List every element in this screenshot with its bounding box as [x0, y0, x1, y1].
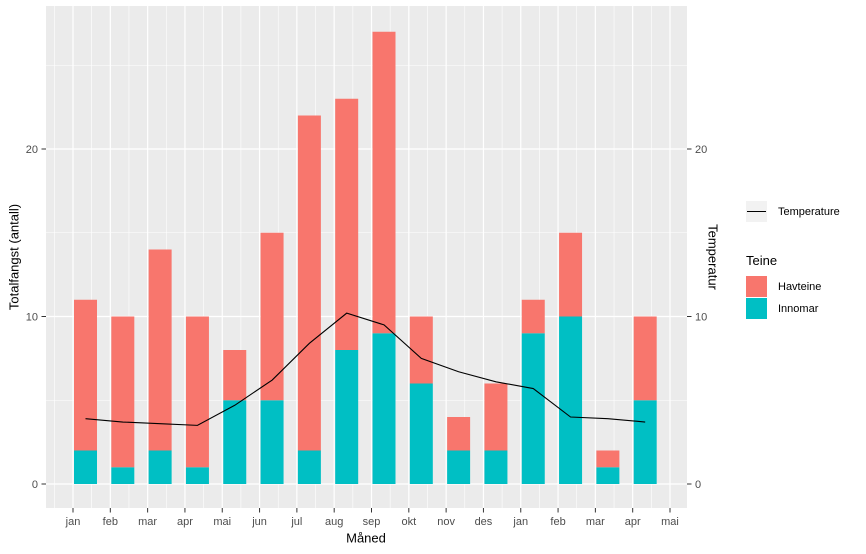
bar-innomar-feb-13 — [559, 316, 583, 484]
bar-innomar-feb-1 — [111, 467, 135, 484]
bar-havteine-aug-7 — [335, 98, 359, 350]
x-tick-label: jan — [65, 516, 81, 528]
x-tick-label: feb — [550, 516, 565, 528]
bar-havteine-mai-4 — [223, 350, 247, 401]
legend-entry-havteine: Havteine — [746, 276, 864, 297]
temperature-line — [85, 312, 646, 426]
y-tick-label-right: 20 — [695, 144, 707, 156]
havteine-swatch-icon — [746, 276, 767, 297]
bar-havteine-jan-0 — [74, 299, 97, 451]
bar-havteine-jun-5 — [260, 232, 284, 401]
bar-innomar-mar-2 — [148, 450, 172, 484]
x-tick-label: des — [475, 516, 493, 528]
bar-innomar-jan-12 — [521, 333, 545, 484]
bar-innomar-jan-0 — [74, 450, 97, 484]
y-axis-title-right: Temperatur — [705, 224, 721, 290]
x-tick-label: mar — [586, 516, 605, 528]
x-tick-label: mai — [213, 516, 231, 528]
bar-innomar-jul-6 — [297, 450, 321, 484]
legend-entry-innomar: Innomar — [746, 298, 864, 319]
x-tick-label: mar — [138, 516, 157, 528]
temperature-line-key-icon — [746, 201, 767, 222]
bar-innomar-apr-15 — [633, 400, 657, 484]
bar-havteine-sep-8 — [372, 31, 396, 334]
bar-havteine-feb-13 — [559, 232, 583, 317]
bar-innomar-nov-10 — [447, 450, 471, 484]
x-tick-label: feb — [103, 516, 118, 528]
legend-title-teine: Teine — [746, 253, 778, 268]
x-tick-label: jul — [290, 516, 302, 528]
x-tick-label: sep — [363, 516, 381, 528]
bar-havteine-apr-3 — [185, 316, 209, 468]
y-tick-label-right: 0 — [695, 479, 701, 491]
legend-label-innomar: Innomar — [778, 302, 819, 315]
x-tick-label: mai — [661, 516, 679, 528]
x-tick-label: jan — [512, 516, 528, 528]
x-axis-title: Måned — [346, 530, 386, 546]
bar-innomar-mai-4 — [223, 400, 247, 484]
bar-innomar-apr-3 — [185, 467, 209, 484]
bar-innomar-mar-14 — [596, 467, 620, 484]
x-tick-label: okt — [401, 516, 416, 528]
y-tick-label-right: 10 — [695, 312, 707, 324]
bar-innomar-okt-9 — [409, 383, 433, 484]
y-tick-label-left: 0 — [32, 479, 38, 491]
bar-innomar-jun-5 — [260, 400, 284, 484]
bar-havteine-mar-14 — [596, 450, 620, 468]
bar-innomar-sep-8 — [372, 333, 396, 484]
bar-havteine-mar-2 — [148, 249, 172, 451]
bar-havteine-jan-12 — [521, 299, 545, 334]
legend-label-temperature: Temperature — [778, 205, 840, 218]
x-tick-label: apr — [177, 516, 193, 528]
bar-innomar-des-11 — [484, 450, 508, 484]
x-tick-label: nov — [437, 516, 455, 528]
bar-havteine-apr-15 — [633, 316, 657, 401]
bar-havteine-feb-1 — [111, 316, 135, 468]
plot-panel — [46, 6, 687, 508]
bar-innomar-aug-7 — [335, 350, 359, 484]
bar-havteine-jul-6 — [297, 115, 321, 451]
x-tick-label: aug — [325, 516, 343, 528]
legend-label-havteine: Havteine — [778, 280, 822, 293]
bar-havteine-nov-10 — [447, 417, 471, 451]
legend-entry-temperature: Temperature — [746, 201, 864, 222]
innomar-swatch-icon — [746, 298, 767, 319]
y-axis-title-left: Totalfangst (antall) — [6, 203, 22, 311]
x-tick-label: jun — [251, 516, 267, 528]
legend: Temperature Teine Havteine Innomar — [746, 201, 864, 320]
y-tick-label-left: 20 — [26, 144, 38, 156]
x-tick-label: apr — [625, 516, 641, 528]
bar-havteine-okt-9 — [409, 316, 433, 384]
bar-havteine-des-11 — [484, 383, 508, 451]
y-tick-label-left: 10 — [26, 312, 38, 324]
